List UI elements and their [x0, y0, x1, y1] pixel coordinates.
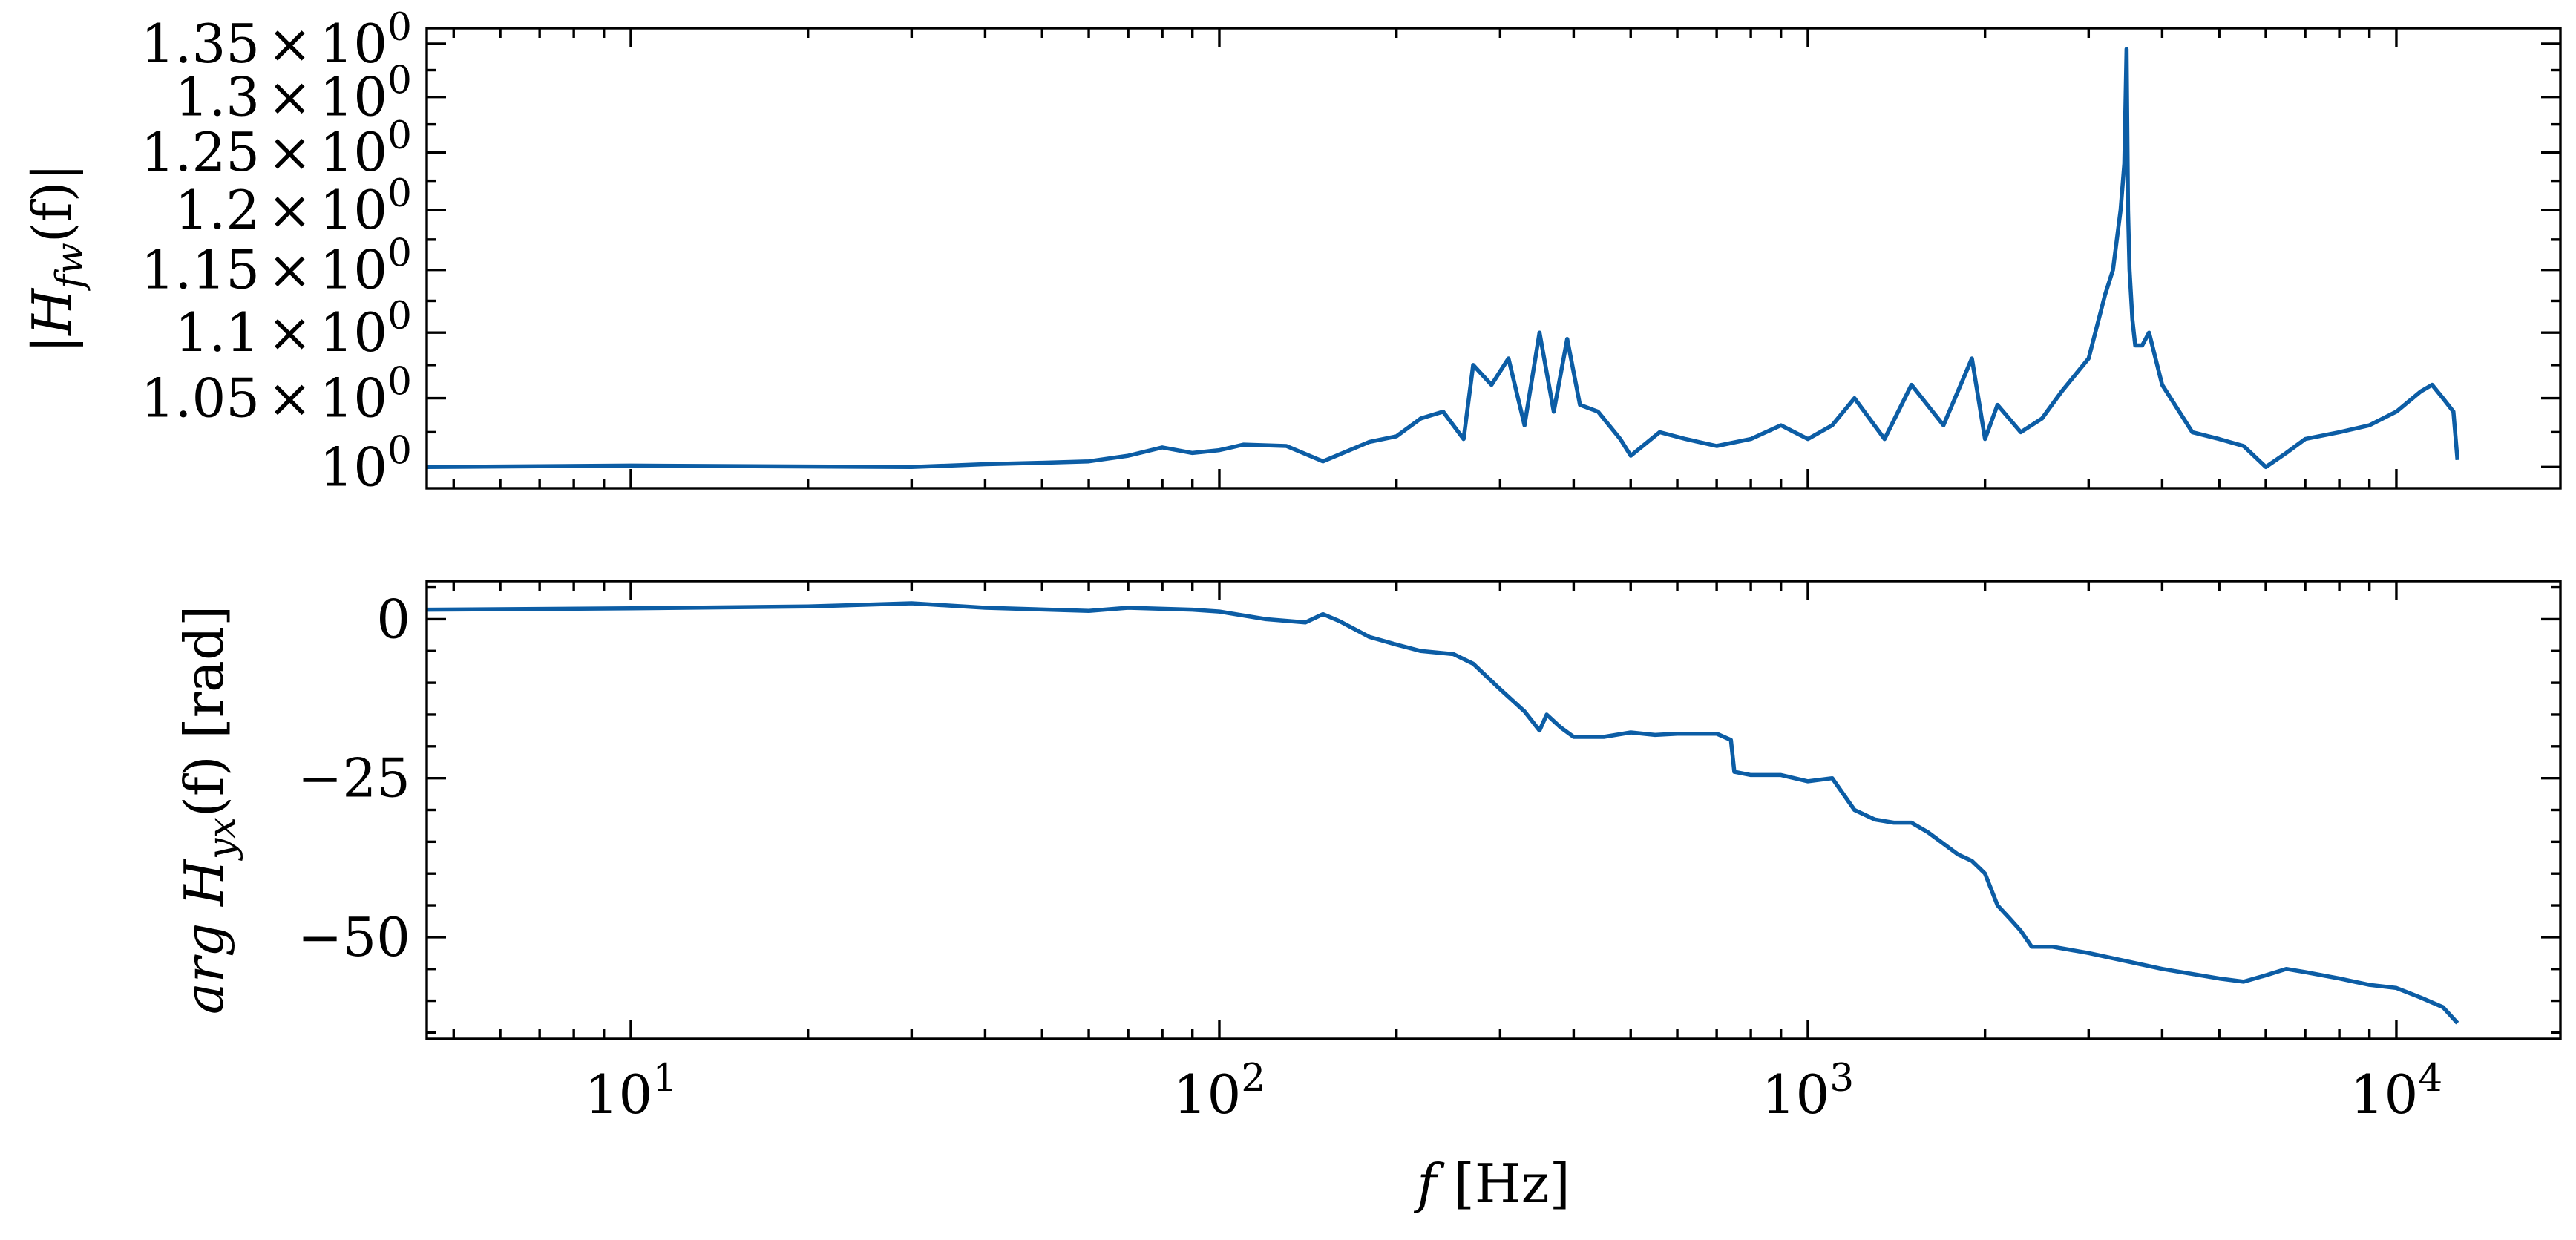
magnitude-line	[426, 47, 2460, 470]
y-tick-label: 1.05 × 100	[141, 360, 412, 430]
x-tick-exponent: 2	[1241, 1056, 1265, 1100]
y-tick-label: 0	[376, 588, 410, 650]
y-label-main: arg H	[173, 859, 235, 1014]
y-tick-mantissa: 1.3	[175, 66, 260, 128]
y-tick-label: 1.35 × 100	[141, 5, 412, 75]
y-label-tail: (f) [rad]	[173, 606, 235, 817]
x-tick-exponent: 1	[652, 1056, 677, 1100]
x-tick-base: 10	[2350, 1063, 2419, 1126]
y-label-subscript: fw	[47, 243, 91, 292]
y-tick-label: −50	[298, 906, 410, 968]
y-tick-base: 10	[319, 367, 387, 430]
y-tick-mantissa: 1.25	[141, 121, 260, 183]
y-tick-mantissa: 1.2	[175, 179, 260, 241]
y-tick-base: 10	[319, 13, 387, 75]
y-tick-times: ×	[267, 13, 312, 75]
x-tick-label: 101	[585, 1056, 678, 1126]
y-axis-label: arg Hyx(f) [rad]	[173, 606, 243, 1014]
y-tick-label: 1.15 × 100	[141, 232, 412, 301]
y-label-tail: (f)|	[21, 163, 83, 243]
x-tick-base: 10	[1762, 1063, 1830, 1126]
y-tick-mantissa: 1.35	[141, 13, 260, 75]
x-tick-label: 103	[1762, 1056, 1855, 1126]
x-tick-base: 10	[1173, 1063, 1242, 1126]
y-tick-exponent: 0	[387, 5, 412, 50]
y-tick-base: 10	[319, 66, 387, 128]
y-tick-times: ×	[267, 367, 312, 430]
x-tick-base: 10	[585, 1063, 653, 1126]
x-tick-label: 102	[1173, 1056, 1266, 1126]
phase-axes-frame	[425, 580, 2562, 1040]
y-tick-exponent: 0	[387, 171, 412, 216]
y-tick-exponent: 0	[387, 360, 412, 404]
y-tick-base: 10	[319, 179, 387, 241]
y-label-main: |H	[21, 288, 83, 353]
y-tick-mantissa: 1.05	[141, 367, 260, 430]
magnitude-axes-frame	[425, 27, 2562, 490]
y-tick-label: 1.2 × 100	[175, 171, 412, 241]
x-label-unit: [Hz]	[1437, 1152, 1570, 1215]
x-tick-exponent: 4	[2418, 1056, 2442, 1100]
y-tick-times: ×	[267, 179, 312, 241]
y-axis-label: |Hfw(f)|	[21, 163, 91, 353]
y-tick-exponent: 0	[387, 114, 412, 158]
y-tick-exponent: 0	[387, 294, 412, 338]
y-tick-label: 100	[319, 428, 412, 498]
x-tick-label: 104	[2350, 1056, 2443, 1126]
y-tick-exponent: 0	[387, 428, 412, 473]
y-tick-label: 1.3 × 100	[175, 59, 412, 128]
y-tick-times: ×	[267, 66, 312, 128]
x-tick-exponent: 3	[1829, 1056, 1854, 1100]
y-tick-exponent: 0	[387, 232, 412, 276]
y-tick-times: ×	[267, 301, 312, 364]
y-tick-times: ×	[267, 121, 312, 183]
y-tick-base: 10	[319, 239, 387, 301]
y-tick-base: 10	[319, 121, 387, 183]
y-tick-mantissa: 1.15	[141, 239, 260, 301]
y-label-subscript: yx	[200, 817, 243, 861]
y-tick-mantissa: 1.1	[175, 301, 260, 364]
y-tick-label: −25	[298, 747, 410, 810]
y-tick-exponent: 0	[387, 59, 412, 103]
y-tick-label: 1.25 × 100	[141, 114, 412, 183]
y-tick-label: 1.1 × 100	[175, 294, 412, 364]
y-tick-base: 10	[319, 301, 387, 364]
x-axis-label: f [Hz]	[1413, 1152, 1570, 1215]
phase-line	[426, 601, 2459, 1025]
y-tick-base: 10	[319, 436, 387, 498]
y-tick-times: ×	[267, 239, 312, 301]
